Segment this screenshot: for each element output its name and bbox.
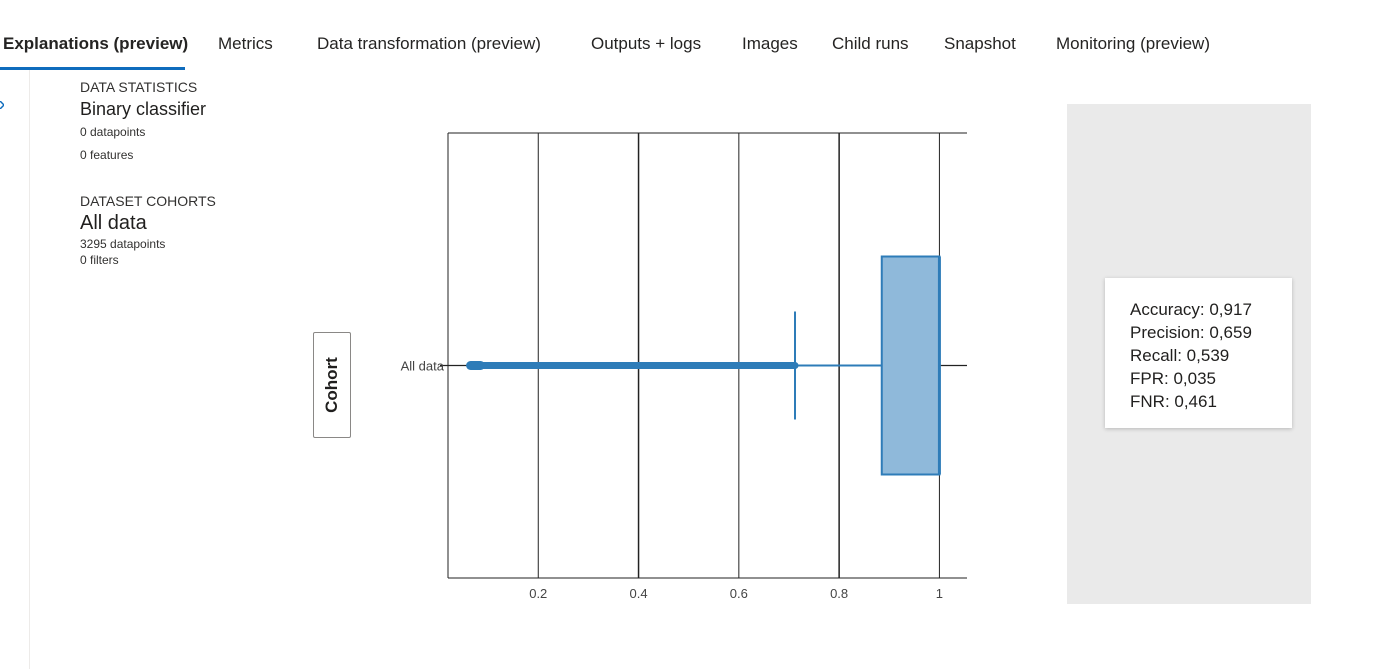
- tab-outputs-logs[interactable]: Outputs + logs: [591, 34, 702, 53]
- accuracy-metric: Accuracy: 0,917: [1130, 300, 1252, 319]
- x-tick-label: 0.6: [730, 586, 748, 601]
- tab-monitoring[interactable]: Monitoring (preview): [1056, 34, 1210, 53]
- cohort-filters: 0 filters: [80, 253, 119, 267]
- features-count: 0 features: [80, 148, 134, 162]
- tab-metrics[interactable]: Metrics: [218, 34, 273, 53]
- x-tick-label: 1: [936, 586, 943, 601]
- tab-child-runs[interactable]: Child runs: [832, 34, 909, 53]
- model-type: Binary classifier: [80, 99, 207, 119]
- x-tick-label: 0.2: [529, 586, 547, 601]
- active-tab-indicator: [0, 67, 185, 70]
- x-tick-label: 0.8: [830, 586, 848, 601]
- tab-explanations[interactable]: Explanations (preview): [3, 34, 189, 53]
- tab-images[interactable]: Images: [742, 34, 798, 53]
- data-statistics-heading: DATA STATISTICS: [80, 79, 198, 95]
- tab-data-transformation[interactable]: Data transformation (preview): [317, 34, 541, 53]
- metrics-card: Accuracy: 0,917 Precision: 0,659 Recall:…: [1105, 278, 1292, 428]
- dataset-cohorts-heading: DATASET COHORTS: [80, 193, 216, 209]
- cohort-button-label: Cohort: [322, 357, 341, 413]
- tab-bar: Explanations (preview) Metrics Data tran…: [0, 0, 1376, 70]
- left-rail-divider: [29, 70, 30, 669]
- fnr-metric: FNR: 0,461: [1130, 392, 1217, 411]
- cohort-name: All data: [80, 212, 147, 234]
- tab-snapshot[interactable]: Snapshot: [944, 34, 1016, 53]
- datapoints-count: 0 datapoints: [80, 125, 146, 139]
- x-tick-label: 0.4: [630, 586, 648, 601]
- precision-metric: Precision: 0,659: [1130, 323, 1252, 342]
- cohort-axis-button[interactable]: Cohort: [313, 332, 351, 438]
- y-category-label: All data: [401, 359, 445, 374]
- cohort-datapoints: 3295 datapoints: [80, 237, 166, 251]
- iqr-box: [880, 255, 941, 476]
- fpr-metric: FPR: 0,035: [1130, 369, 1216, 388]
- data-statistics-panel: DATA STATISTICS Binary classifier 0 data…: [80, 78, 300, 268]
- box-plot-chart: 0.2 0.4 0.6 0.8 1 All data: [401, 132, 967, 601]
- recall-metric: Recall: 0,539: [1130, 346, 1230, 365]
- chevron-right-icon[interactable]: [0, 101, 4, 109]
